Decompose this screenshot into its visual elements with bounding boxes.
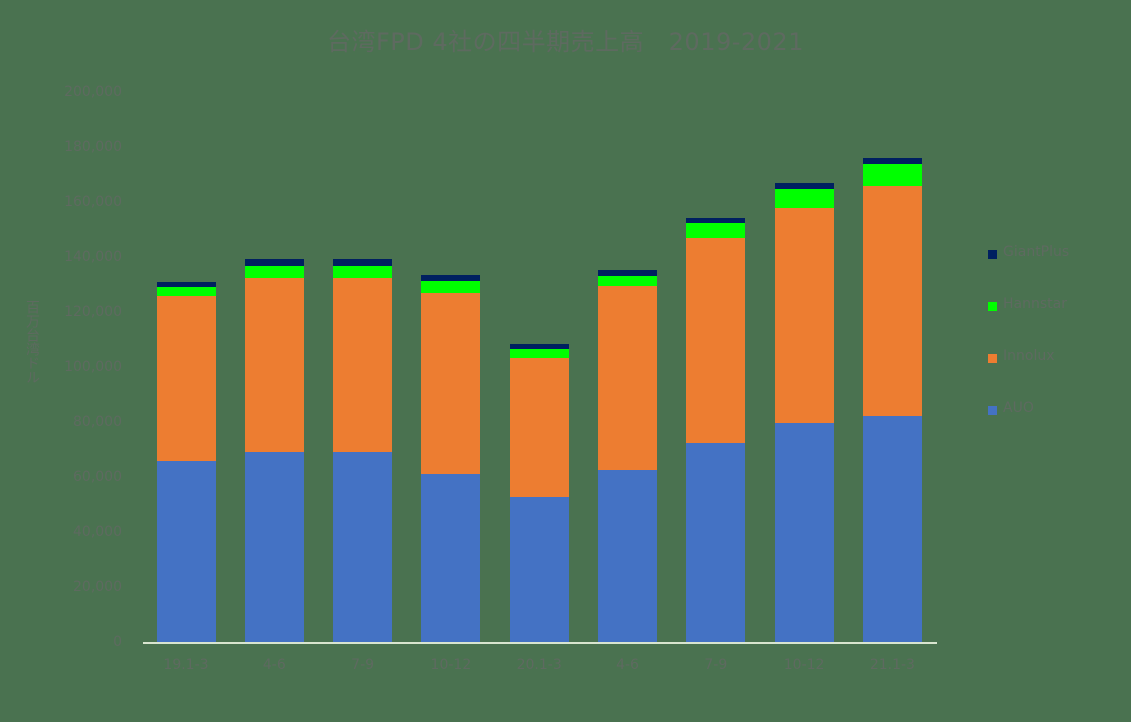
legend-item-hannstar: Hannstar bbox=[988, 296, 1069, 348]
bar-segment-hannstar bbox=[244, 265, 304, 279]
x-tick-label: 10-12 bbox=[430, 657, 472, 673]
bar-segment-auo bbox=[333, 451, 393, 643]
bar-segment-innolux bbox=[244, 278, 304, 452]
bar-segment-hannstar bbox=[156, 286, 216, 296]
bar-segment-hannstar bbox=[598, 275, 657, 287]
bar-segment-giantplus bbox=[156, 281, 216, 287]
bar-segment-innolux bbox=[774, 207, 834, 423]
bar-segment-hannstar bbox=[509, 349, 569, 359]
y-tick-label: 180,000 bbox=[64, 139, 122, 155]
stacked-bar bbox=[509, 344, 569, 643]
bar-segment-innolux bbox=[686, 237, 746, 444]
y-axis-label: 百万台湾ドル bbox=[24, 300, 40, 384]
x-tick-label: 19.1-3 bbox=[163, 657, 209, 673]
bar-segment-innolux bbox=[598, 286, 657, 471]
legend-item-giantplus: GiantPlus bbox=[988, 244, 1069, 296]
bar-segment-auo bbox=[598, 470, 657, 643]
legend: GiantPlus Hannstar Innolux AUO bbox=[988, 244, 1069, 452]
bar-segment-innolux bbox=[156, 295, 216, 461]
y-tick-label: 60,000 bbox=[73, 469, 122, 485]
bar-segment-giantplus bbox=[686, 218, 746, 224]
bar-segment-innolux bbox=[862, 185, 922, 417]
legend-swatch-icon bbox=[988, 354, 997, 363]
stacked-bar bbox=[598, 270, 657, 643]
stacked-bar bbox=[333, 259, 393, 643]
legend-label: AUO bbox=[1003, 400, 1034, 416]
x-tick-label: 7-9 bbox=[351, 657, 375, 673]
y-tick-label: 80,000 bbox=[73, 414, 122, 430]
bar-segment-auo bbox=[244, 451, 304, 643]
y-tick-label: 100,000 bbox=[64, 359, 122, 375]
stacked-bar bbox=[244, 259, 304, 643]
bar-segment-giantplus bbox=[774, 182, 834, 189]
x-tick-label: 10-12 bbox=[783, 657, 825, 673]
legend-label: Hannstar bbox=[1003, 296, 1067, 312]
bar-segment-innolux bbox=[333, 278, 393, 452]
bar-segment-giantplus bbox=[509, 344, 569, 350]
legend-swatch-icon bbox=[988, 250, 997, 259]
y-tick-label: 140,000 bbox=[64, 249, 122, 265]
stacked-bar bbox=[421, 275, 481, 643]
plot-area bbox=[145, 93, 935, 643]
x-tick-label: 4-6 bbox=[262, 657, 286, 673]
bar-segment-giantplus bbox=[862, 157, 922, 164]
legend-swatch-icon bbox=[988, 406, 997, 415]
stacked-bar bbox=[686, 218, 746, 643]
stacked-bar bbox=[862, 157, 922, 643]
x-tick-label: 4-6 bbox=[616, 657, 639, 673]
bar-segment-innolux bbox=[421, 292, 481, 474]
bar-segment-hannstar bbox=[421, 281, 481, 293]
bar-segment-auo bbox=[156, 460, 216, 643]
stacked-bar bbox=[156, 281, 216, 643]
x-tick-label: 7-9 bbox=[704, 657, 728, 673]
bar-segment-giantplus bbox=[244, 259, 304, 266]
bar-segment-hannstar bbox=[862, 163, 922, 186]
bar-segment-auo bbox=[774, 423, 834, 643]
y-tick-label: 160,000 bbox=[64, 194, 122, 210]
bar-segment-auo bbox=[686, 443, 746, 643]
bar-segment-innolux bbox=[509, 358, 569, 497]
bar-segment-hannstar bbox=[333, 265, 393, 279]
y-tick-label: 20,000 bbox=[73, 579, 122, 595]
stacked-bar bbox=[774, 182, 834, 643]
legend-swatch-icon bbox=[988, 302, 997, 311]
bar-segment-hannstar bbox=[774, 188, 834, 208]
bar-segment-giantplus bbox=[333, 259, 393, 266]
x-axis-line bbox=[143, 642, 937, 644]
y-tick-label: 120,000 bbox=[64, 304, 122, 320]
legend-label: Innolux bbox=[1003, 348, 1055, 364]
x-tick-label: 20.1-3 bbox=[516, 657, 562, 673]
bar-segment-giantplus bbox=[598, 270, 657, 276]
bar-segment-auo bbox=[862, 416, 922, 643]
bar-segment-auo bbox=[421, 473, 481, 643]
y-tick-label: 0 bbox=[113, 634, 122, 650]
bar-segment-hannstar bbox=[686, 223, 746, 238]
y-tick-label: 40,000 bbox=[73, 524, 122, 540]
bar-segment-auo bbox=[509, 496, 569, 643]
x-tick-label: 21.1-3 bbox=[869, 657, 915, 673]
legend-item-innolux: Innolux bbox=[988, 348, 1069, 400]
y-tick-label: 200,000 bbox=[64, 84, 122, 100]
legend-item-auo: AUO bbox=[988, 400, 1069, 452]
bar-segment-giantplus bbox=[421, 275, 481, 282]
chart-title: 台湾FPD 4社の四半期売上高 2019-2021 bbox=[327, 28, 804, 56]
legend-label: GiantPlus bbox=[1003, 244, 1070, 260]
